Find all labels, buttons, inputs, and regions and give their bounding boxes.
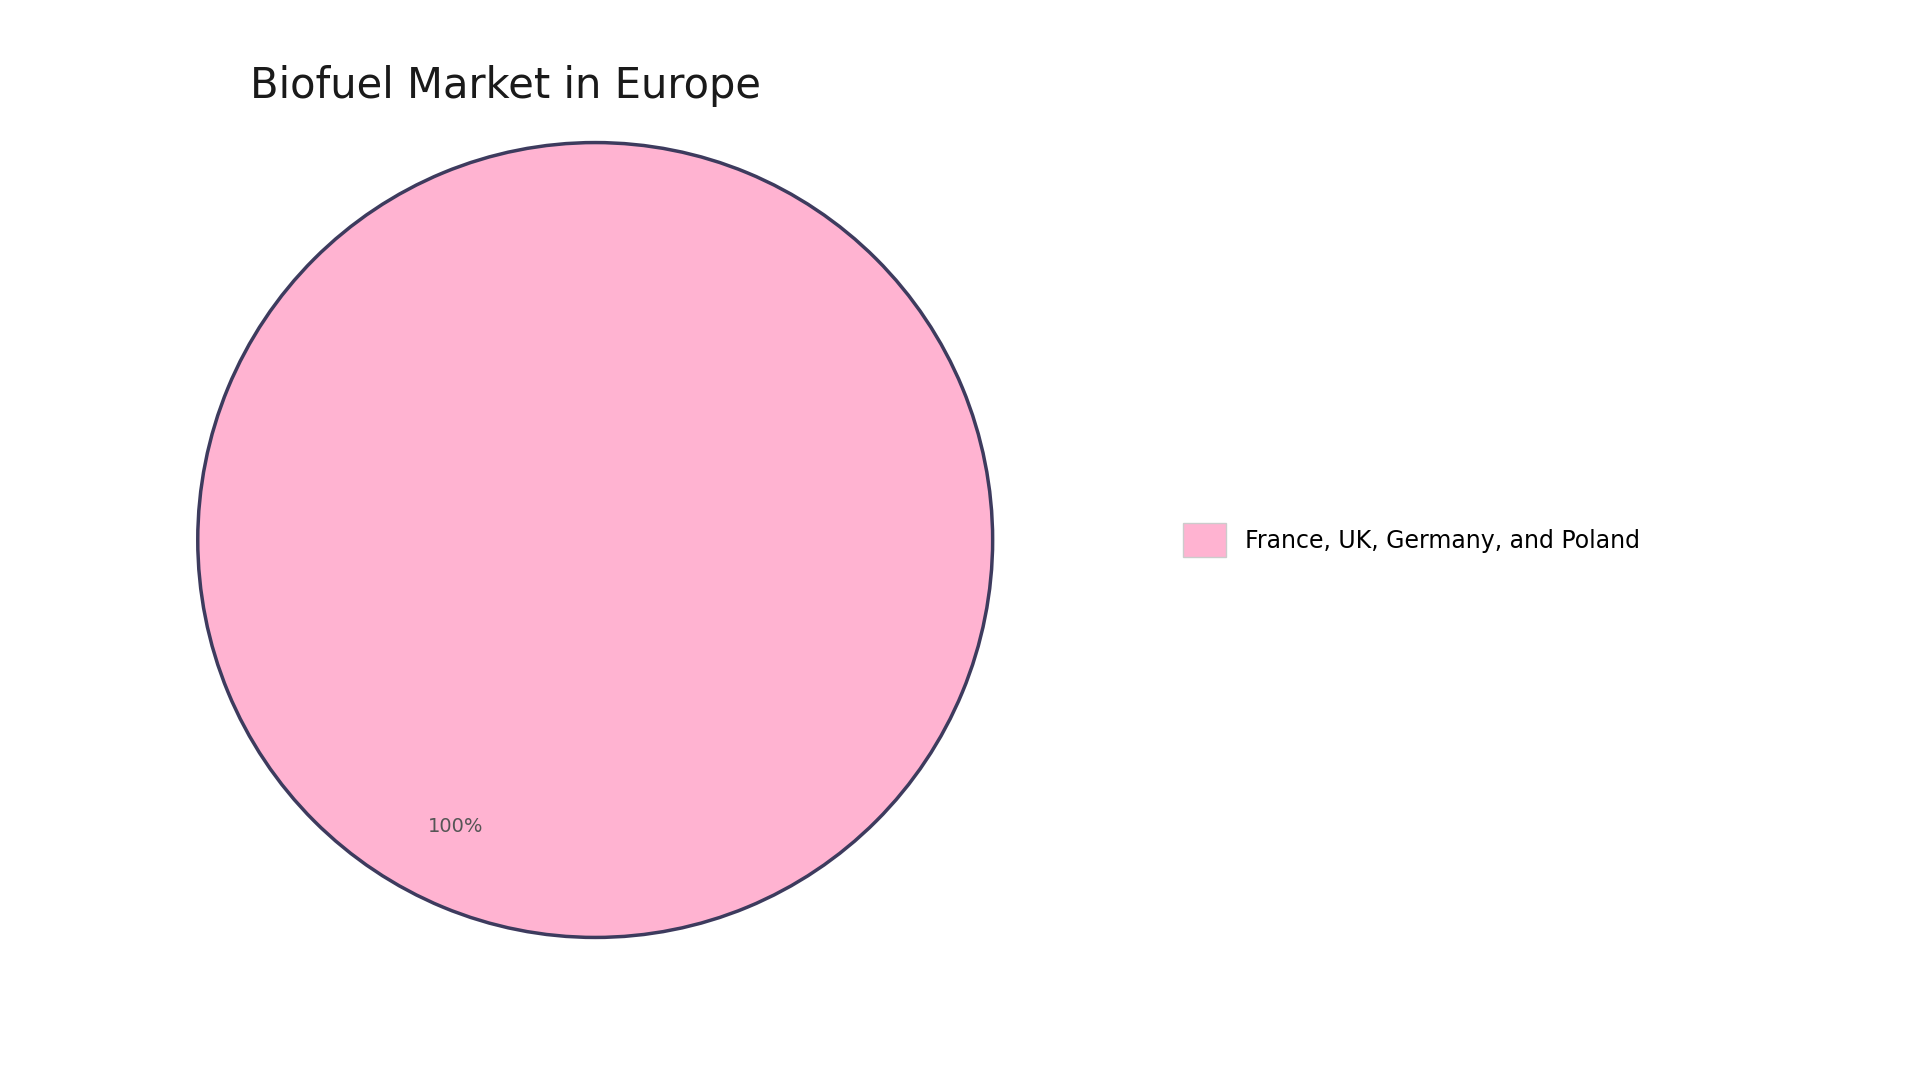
Text: Biofuel Market in Europe: Biofuel Market in Europe — [250, 65, 760, 107]
Text: 100%: 100% — [428, 816, 484, 836]
Legend: France, UK, Germany, and Poland: France, UK, Germany, and Poland — [1183, 524, 1640, 556]
Wedge shape — [198, 143, 993, 937]
